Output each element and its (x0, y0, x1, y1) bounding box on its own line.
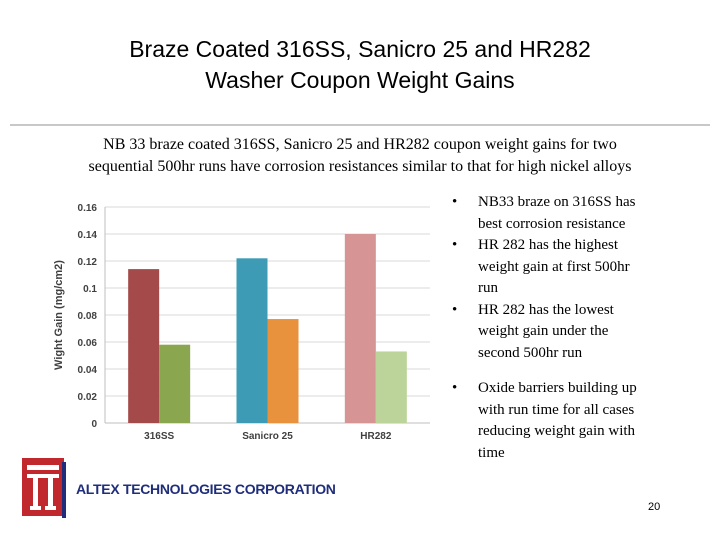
bullet-line: weight gain under the (478, 323, 609, 339)
bullet-dot-icon: • (452, 237, 458, 253)
weight-gain-chart: 0 0.02 0.04 0.06 0.08 0.1 0.12 0.14 0.16 316SS San… (53, 203, 430, 442)
bullet-list: • NB33 braze on 316SS has best corrosion r… (448, 192, 710, 464)
company-name: ALTEX TECHNOLOGIES CORPORATION (76, 481, 336, 497)
bullet-group-oxide: • Oxide barriers building up with run time… (448, 378, 710, 464)
bullet-dot-icon: • (452, 301, 458, 318)
y-tick-label: 0.1 (83, 284, 97, 295)
title-divider (10, 124, 710, 126)
bar-1 (236, 258, 268, 423)
page-number: 20 (648, 501, 661, 513)
bullet-item: • HR 282 has the highest weight gain at fi… (448, 235, 710, 300)
title-line-1: Braze Coated 316SS, Sanicro 25 and HR282 (129, 36, 591, 62)
y-tick-label: 0.16 (78, 203, 98, 214)
subtitle-line-2: sequential 500hr runs have corrosion res… (88, 158, 632, 175)
y-tick-label: 0.12 (78, 257, 98, 268)
altex-logo-icon (22, 458, 66, 518)
y-tick-label: 0.14 (78, 230, 98, 241)
y-tick-label: 0 (91, 419, 97, 430)
bullet-dot-icon: • (452, 380, 458, 396)
bar-1 (128, 269, 160, 423)
bullet-line: second 500hr run (478, 344, 583, 361)
y-tick-label: 0.02 (78, 392, 98, 403)
bullet-line: HR 282 has the highest (478, 237, 618, 253)
bullet-line: NB33 braze on 316SS has (478, 194, 636, 210)
x-tick-label: Sanicro 25 (242, 431, 293, 442)
bullet-line: time (478, 444, 505, 461)
title-line-2: Washer Coupon Weight Gains (205, 67, 515, 93)
slide-title: Braze Coated 316SS, Sanicro 25 and HR282… (0, 34, 720, 96)
bullet-item: • HR 282 has the lowest weight gain under … (448, 300, 710, 365)
bullet-line: Oxide barriers building up (478, 380, 637, 396)
bullet-line: reducing weight gain with (478, 423, 636, 439)
x-tick-label: HR282 (360, 431, 392, 442)
bar-2 (159, 344, 191, 423)
bullet-line: run (478, 280, 498, 296)
y-tick-label: 0.06 (78, 338, 98, 349)
bullet-item: • NB33 braze on 316SS has best corrosion r… (448, 192, 710, 235)
bar-1 (344, 234, 376, 423)
y-tick-label: 0.08 (78, 311, 98, 322)
bar-2 (375, 351, 407, 423)
bullet-item: • Oxide barriers building up with run time… (448, 378, 710, 464)
slide-subtitle: NB 33 braze coated 316SS, Sanicro 25 and… (0, 134, 720, 178)
y-axis-title: Wight Gain (mg/cm2) (53, 260, 65, 370)
y-tick-label: 0.04 (78, 365, 98, 376)
subtitle-line-1: NB 33 braze coated 316SS, Sanicro 25 and… (103, 136, 617, 153)
bullet-dot-icon: • (452, 194, 458, 210)
bullet-line: HR 282 has the lowest (478, 301, 614, 318)
bullet-line: weight gain at first 500hr (478, 258, 630, 275)
bar-2 (267, 319, 299, 423)
x-tick-label: 316SS (144, 431, 174, 442)
bullet-group-findings: • NB33 braze on 316SS has best corrosion r… (448, 192, 710, 364)
bullet-line: best corrosion resistance (478, 215, 626, 232)
bullet-line: with run time for all cases (478, 401, 635, 418)
